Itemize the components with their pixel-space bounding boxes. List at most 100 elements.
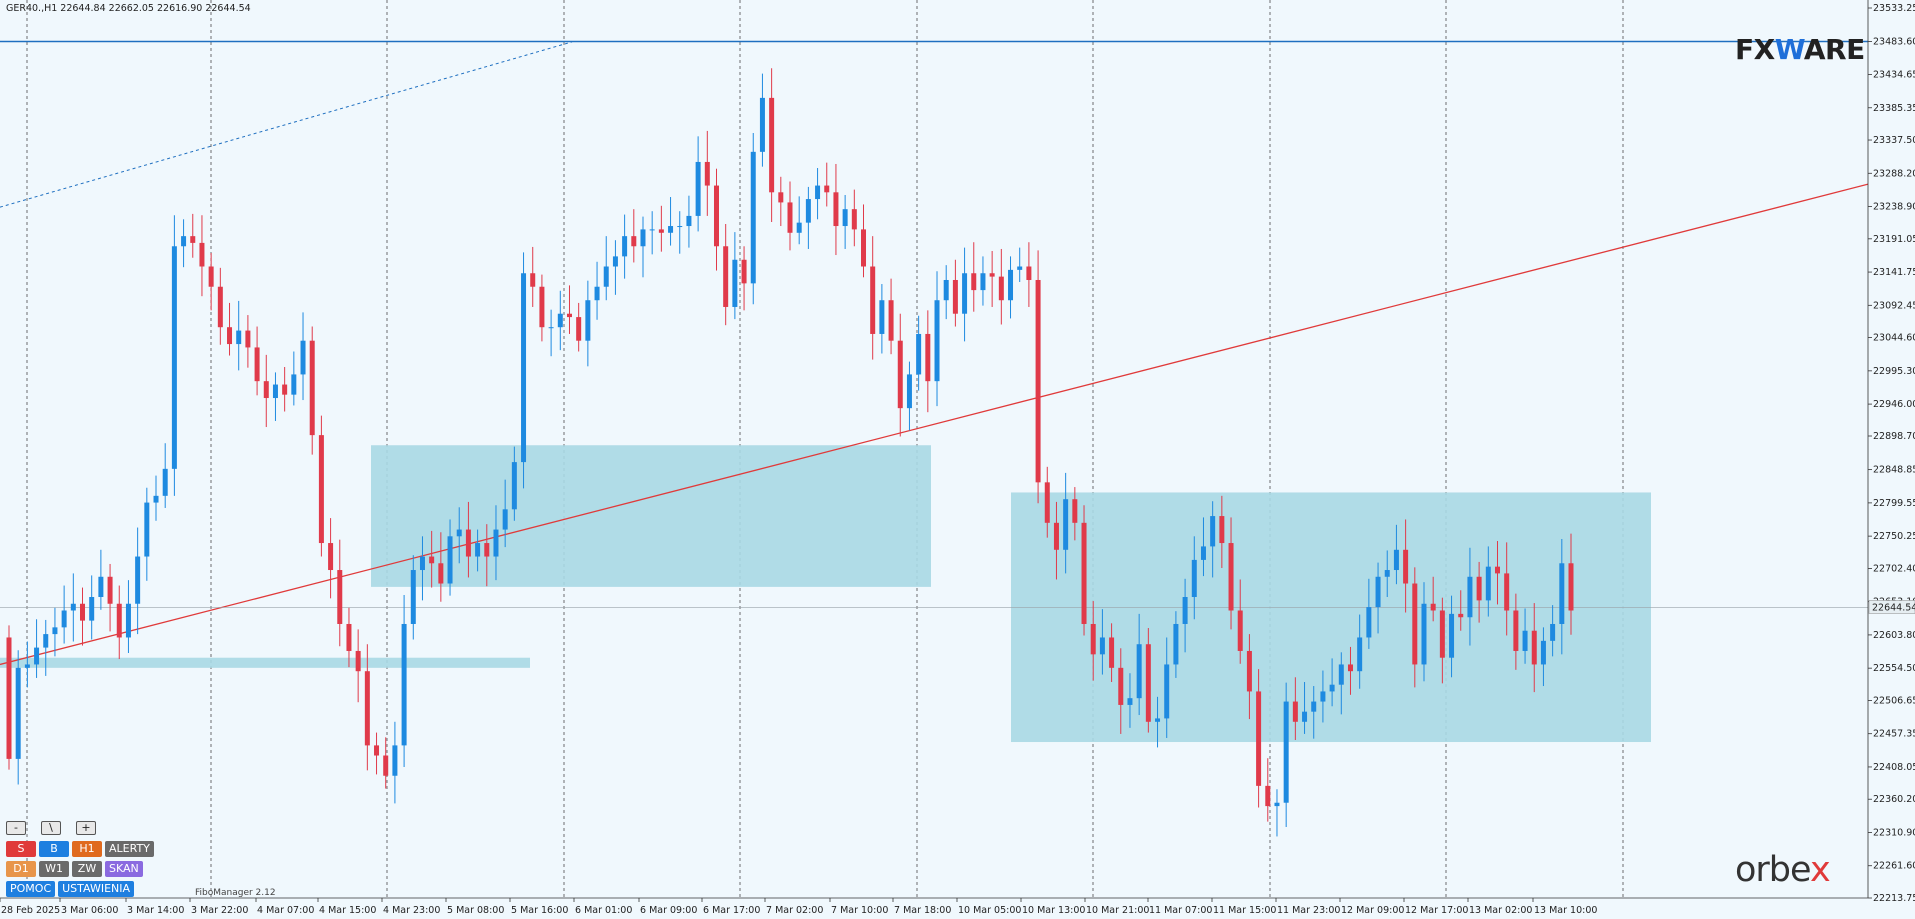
zone-box [1011, 492, 1651, 743]
candle-body [934, 300, 940, 382]
candle-body [668, 226, 674, 233]
timeframe-h1-button[interactable]: H1 [72, 841, 102, 857]
x-tick-label: 6 Mar 01:00 [575, 905, 632, 916]
candle-body [686, 215, 692, 227]
fibo-manager-label: FiboManager 2.12 [195, 888, 276, 898]
candle-body [429, 556, 435, 564]
candle-body [943, 279, 949, 301]
candle-body [493, 529, 499, 557]
candle-body [1559, 563, 1565, 624]
timeframe-d1-button[interactable]: D1 [6, 861, 36, 877]
candle-body [61, 610, 67, 628]
zone-box [371, 445, 931, 587]
line-tool-button[interactable]: \ [41, 821, 61, 835]
candle-body [833, 192, 839, 227]
candle-body [576, 317, 582, 341]
candle-body [778, 192, 784, 203]
candle-body [70, 603, 76, 611]
candle-body [1210, 516, 1216, 547]
candle-body [1265, 785, 1271, 807]
candle-body [392, 745, 398, 776]
candle-body [1467, 576, 1473, 618]
candle-body [1320, 691, 1326, 702]
x-tick-label: 7 Mar 02:00 [766, 905, 823, 916]
help-button[interactable]: POMOC [6, 881, 56, 897]
scan-button[interactable]: SKAN [105, 861, 143, 877]
timeframe-w1-button[interactable]: W1 [39, 861, 69, 877]
candle-body [1072, 499, 1078, 523]
candle-body [713, 185, 719, 247]
candle-body [677, 226, 683, 228]
candle-body [1421, 603, 1427, 665]
candle-body [1393, 549, 1399, 571]
buy-button[interactable]: B [39, 841, 69, 857]
candle-body [603, 266, 609, 287]
zoom-in-button[interactable]: + [76, 821, 96, 835]
candle-body [695, 161, 701, 216]
candle-body [796, 222, 802, 233]
x-tick-label: 11 Mar 23:00 [1277, 905, 1340, 916]
candle-body [1485, 566, 1491, 601]
candle-body [1292, 701, 1298, 722]
candle-body [89, 597, 95, 621]
candle-body [1550, 623, 1556, 641]
settings-button[interactable]: USTAWIENIA [58, 881, 135, 897]
candle-body [1366, 607, 1372, 638]
zw-button[interactable]: ZW [72, 861, 102, 877]
toolbar-zoom: - \ + [6, 821, 96, 835]
y-tick-label: 22995.30 [1873, 366, 1915, 377]
candle-body [254, 347, 260, 382]
candle-body [52, 627, 58, 635]
y-tick-label: 23044.60 [1873, 333, 1915, 344]
candle-body [1118, 667, 1124, 705]
candle-body [328, 543, 334, 571]
x-tick-label: 11 Mar 15:00 [1213, 905, 1276, 916]
y-tick-label: 23092.45 [1873, 300, 1915, 311]
y-tick-label: 23288.20 [1873, 168, 1915, 179]
y-tick-label: 22310.90 [1873, 827, 1915, 838]
sell-button[interactable]: S [6, 841, 36, 857]
candle-body [383, 755, 389, 776]
candle-body [732, 259, 738, 307]
candle-body [759, 97, 765, 152]
y-tick-label: 22946.00 [1873, 399, 1915, 410]
candle-body [631, 236, 637, 247]
candle-body [227, 327, 233, 345]
x-tick-label: 3 Mar 22:00 [191, 905, 248, 916]
candle-body [971, 273, 977, 291]
candle-body [1338, 664, 1344, 685]
candle-body [557, 313, 563, 328]
orbex-logo: orbex [1735, 850, 1831, 890]
candle-body [1311, 701, 1317, 712]
alerts-button[interactable]: ALERTY [105, 841, 154, 857]
candle-body [1155, 718, 1161, 722]
x-tick-label: 3 Mar 14:00 [127, 905, 184, 916]
zoom-out-button[interactable]: - [6, 821, 26, 835]
candle-body [1476, 576, 1482, 601]
x-tick-label: 5 Mar 08:00 [447, 905, 504, 916]
candle-body [107, 576, 113, 604]
candle-body [1026, 266, 1032, 280]
candle-body [640, 229, 646, 247]
candle-body [952, 279, 958, 314]
candle-body [272, 384, 278, 399]
candle-body [704, 161, 710, 186]
candle-body [1164, 664, 1170, 719]
candle-body [962, 273, 968, 314]
candle-body [769, 97, 775, 193]
candle-body [208, 266, 214, 287]
candle-body [98, 576, 104, 598]
candle-body [787, 202, 793, 233]
x-tick-label: 13 Mar 02:00 [1469, 905, 1532, 916]
candle-body [199, 242, 205, 267]
x-tick-label: 10 Mar 13:00 [1022, 905, 1085, 916]
candle-body [1191, 559, 1197, 598]
candle-body [1449, 613, 1455, 658]
candle-body [24, 664, 30, 668]
candle-body [842, 209, 848, 227]
candle-body [824, 185, 830, 193]
candle-body [1090, 623, 1096, 655]
candle-body [1246, 650, 1252, 692]
